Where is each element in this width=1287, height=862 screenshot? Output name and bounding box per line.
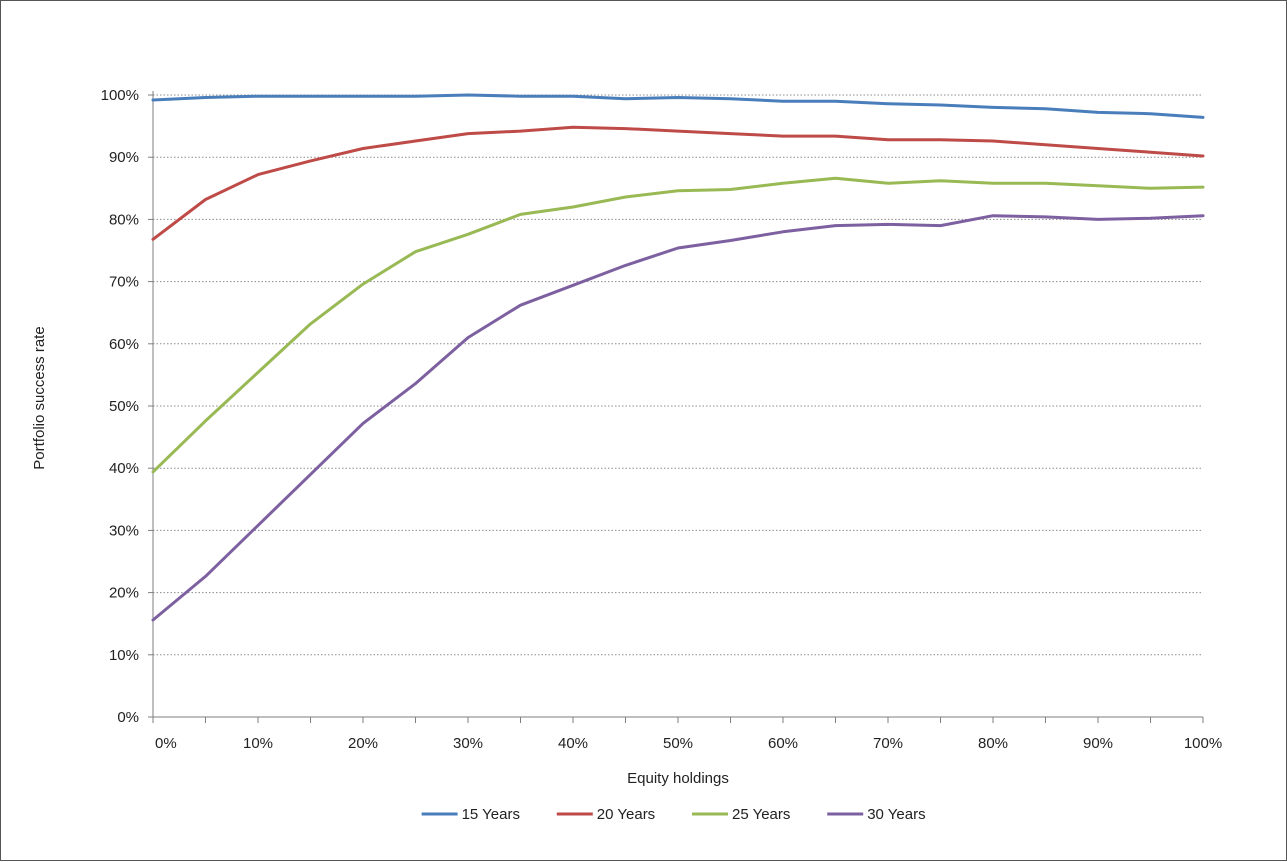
y-tick-label: 90% [109,149,139,166]
legend: 15 Years 20 Years 25 Years 30 Years [421,806,926,823]
y-axis-title: Portfolio success rate [31,326,48,469]
series-line-30-years [151,214,1205,622]
gridlines [153,94,1203,656]
x-tick-label: 60% [768,735,798,752]
legend-label-30-years: 30 Years [867,806,925,823]
series-line-25-years [151,176,1205,474]
y-tick-label: 30% [109,522,139,539]
y-axis-ticks: 0% 10% 20% 30% 40% 50% 60% 70% 80% 90% 100% [101,87,139,726]
axes [148,91,1204,723]
y-tick-label: 10% [109,647,139,664]
y-tick-label: 100% [101,87,139,104]
x-tick-label: 80% [978,735,1008,752]
legend-label-20-years: 20 Years [597,806,655,823]
legend-label-25-years: 25 Years [732,806,790,823]
x-tick-label: 0% [155,735,177,752]
y-tick-label: 20% [109,585,139,602]
x-tick-label: 90% [1083,735,1113,752]
y-tick-label: 40% [109,460,139,477]
x-tick-label: 100% [1184,735,1222,752]
x-tick-label: 70% [873,735,903,752]
x-tick-label: 10% [243,735,273,752]
legend-label-15-years: 15 Years [462,806,520,823]
x-axis-title: Equity holdings [627,770,729,787]
x-axis-ticks: 0% 10% 20% 30% 40% 50% 60% 70% 80% 90% 100% [155,735,1222,752]
x-tick-label: 40% [558,735,588,752]
y-tick-label: 60% [109,336,139,353]
x-tick-label: 20% [348,735,378,752]
y-tick-label: 0% [117,709,139,726]
series-lines [151,93,1205,622]
y-tick-label: 50% [109,398,139,415]
series-line-15-years [151,93,1205,119]
y-tick-label: 80% [109,211,139,228]
x-tick-label: 30% [453,735,483,752]
series-line-20-years [151,125,1205,241]
y-tick-label: 70% [109,274,139,291]
x-tick-label: 50% [663,735,693,752]
